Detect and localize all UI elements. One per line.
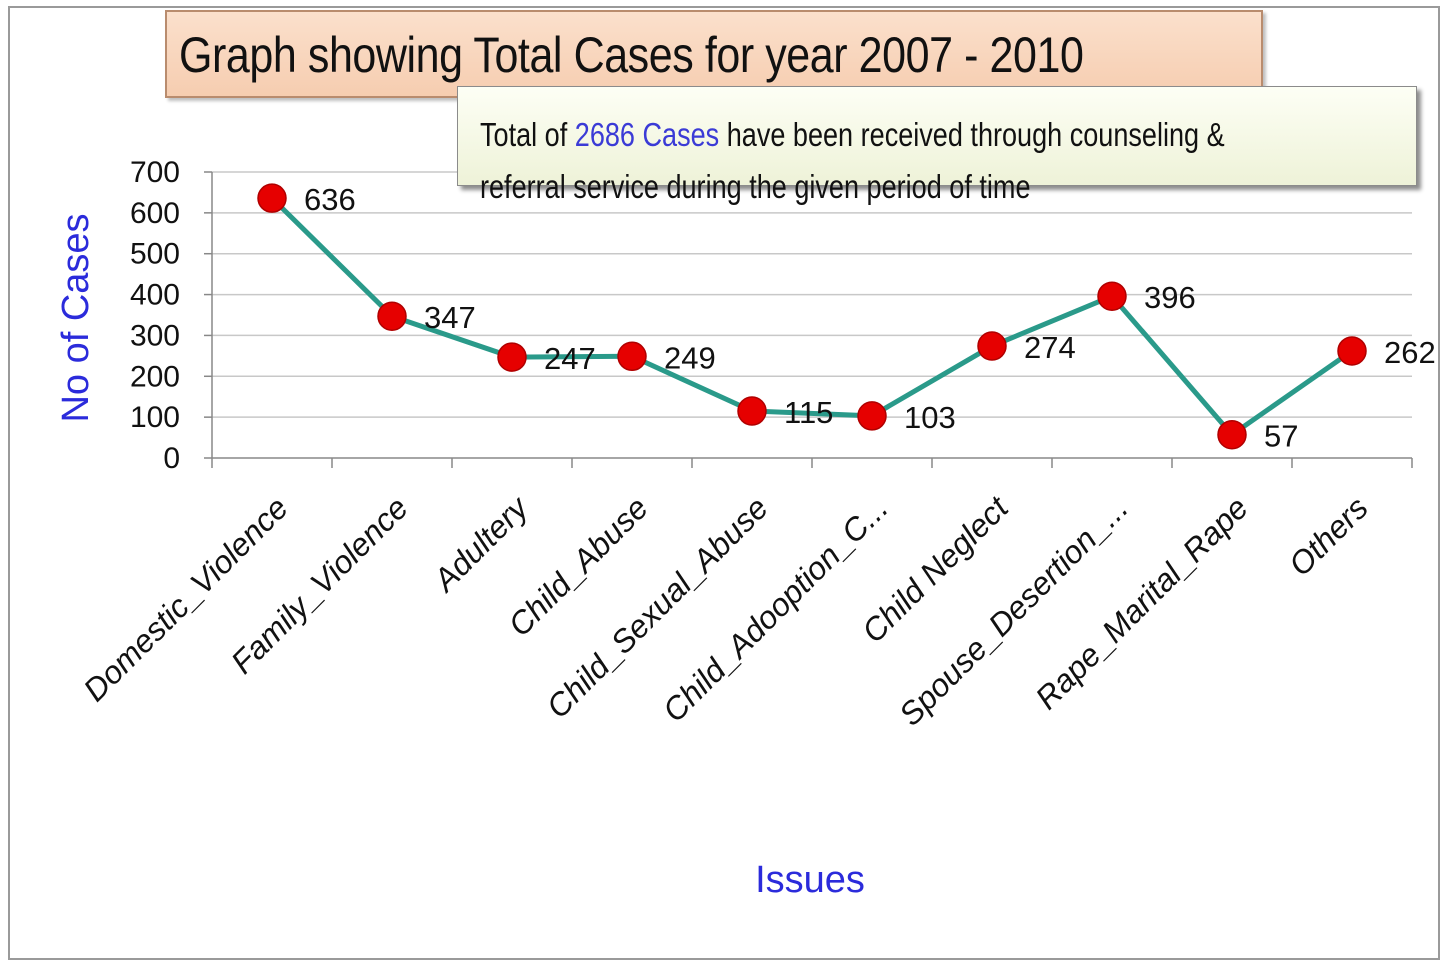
- y-tick-labels: 0 100 200 300 400 500 600 700: [130, 156, 180, 475]
- data-label: 103: [904, 400, 956, 435]
- data-label: 57: [1264, 419, 1298, 454]
- annotation-line1-rest: have been received through counseling &: [719, 116, 1225, 153]
- data-point: [497, 342, 527, 372]
- data-point: [617, 341, 647, 372]
- title-box: Graph showing Total Cases for year 2007 …: [165, 10, 1263, 98]
- data-label: 247: [544, 341, 596, 376]
- x-axis-title: Issues: [755, 859, 865, 901]
- y-tick-label: 400: [130, 279, 180, 312]
- y-axis-title: No of Cases: [55, 213, 97, 422]
- data-point: [857, 401, 887, 431]
- x-tick-label: Others: [1282, 489, 1375, 582]
- series-polyline: [270, 196, 1354, 438]
- data-point: [257, 183, 287, 213]
- data-point: [1337, 336, 1367, 366]
- data-label: 396: [1144, 280, 1196, 315]
- data-markers: [257, 183, 1367, 450]
- data-point: [1217, 419, 1247, 450]
- data-labels: 636 347 247 249 115 103 274 396 57 262: [304, 182, 1436, 454]
- data-point: [377, 301, 407, 331]
- data-label: 262: [1384, 335, 1436, 370]
- data-label: 115: [784, 395, 833, 430]
- data-label: 347: [424, 300, 476, 335]
- x-axis: [211, 457, 1413, 468]
- x-tick-label: Adultery: [425, 488, 536, 599]
- data-point: [977, 331, 1007, 361]
- annotation-prefix: Total of: [480, 116, 575, 153]
- y-tick-label: 0: [163, 442, 180, 475]
- annotation-box: Total of 2686 Cases have been received t…: [457, 86, 1417, 205]
- x-tick-label: Rape_Marital_Rape: [1028, 489, 1255, 716]
- y-tick-label: 200: [130, 360, 180, 393]
- data-label: 636: [304, 182, 356, 217]
- annotation-text: Total of 2686 Cases have been received t…: [480, 109, 1333, 213]
- data-label: 274: [1024, 330, 1076, 365]
- annotation-total-cases: 2686 Cases: [574, 116, 720, 153]
- x-tick-label: Spouse_Desertion_...: [892, 489, 1135, 732]
- x-tick-label: Child_Sexual_Abuse: [539, 489, 775, 725]
- data-point: [737, 396, 767, 426]
- y-tick-label: 300: [130, 319, 180, 352]
- x-tick-label: Child_Adooption_C...: [656, 489, 895, 728]
- series-line: [270, 196, 1354, 438]
- y-tick-label: 100: [130, 401, 180, 434]
- y-tick-label: 500: [130, 238, 180, 271]
- chart-title: Graph showing Total Cases for year 2007 …: [179, 27, 1084, 83]
- annotation-line2: referral service during the given period…: [480, 168, 1031, 205]
- y-tick-label: 600: [130, 197, 180, 230]
- data-label: 249: [664, 340, 716, 375]
- y-tick-label: 700: [130, 156, 180, 189]
- x-tick-label: Domestic_Violence: [76, 489, 295, 708]
- data-point: [1097, 281, 1127, 311]
